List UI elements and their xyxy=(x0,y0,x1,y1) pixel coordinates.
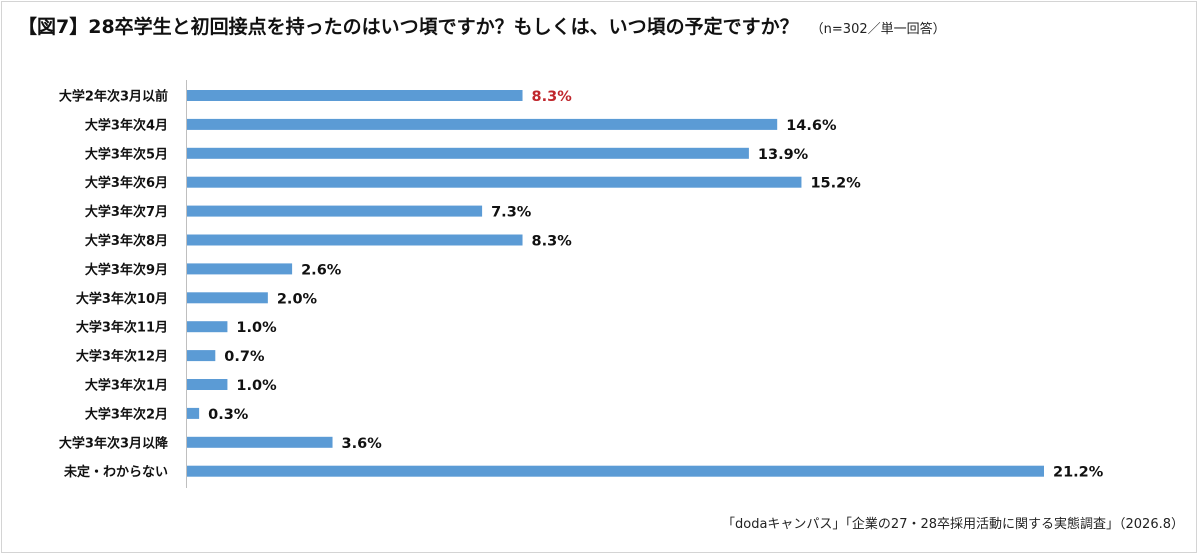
data-label: 8.3% xyxy=(532,234,573,250)
bar xyxy=(187,407,200,419)
category-label: 大学3年次2月 xyxy=(85,406,168,422)
data-label: 0.3% xyxy=(208,407,249,423)
bars-group: 大学2年次3月以前 8.3% 大学3年次4月 14.6% 大学3年次5月 13.9% 大学3… xyxy=(59,89,1104,481)
bar xyxy=(187,205,483,217)
data-label: 2.6% xyxy=(301,262,342,278)
data-label: 1.0% xyxy=(236,378,277,394)
category-label: 大学3年次10月 xyxy=(76,291,168,307)
bar xyxy=(187,379,228,390)
bar xyxy=(187,465,1044,477)
category-label: 大学3年次1月 xyxy=(85,378,168,394)
data-label: 0.7% xyxy=(224,349,265,365)
bar xyxy=(187,90,523,101)
category-label: 大学3年次7月 xyxy=(85,204,168,220)
title-text: 【図7】28卒学生と初回接点を持ったのはいつ頃ですか？もしくは、いつ頃の予定です… xyxy=(18,16,799,38)
data-label: 15.2% xyxy=(810,176,861,192)
category-label: 大学3年次12月 xyxy=(76,349,168,365)
source-note: 「dodaキャンパス」「企業の27・28卒採用活動に関する実態調査」（2026.… xyxy=(722,517,1184,532)
data-label: 3.6% xyxy=(342,436,383,452)
data-label: 1.0% xyxy=(236,320,277,336)
bar xyxy=(187,263,293,275)
bar xyxy=(187,292,268,304)
category-label: 大学3年次4月 xyxy=(85,117,168,133)
bar xyxy=(187,350,216,362)
sample-note: （n=302／単一回答） xyxy=(810,22,946,37)
category-label: 大学3年次3月以降 xyxy=(59,435,169,451)
bar xyxy=(187,436,333,448)
data-label: 7.3% xyxy=(491,205,532,221)
category-label: 大学2年次3月以前 xyxy=(59,89,168,105)
category-label: 大学3年次8月 xyxy=(85,233,168,249)
category-label: 大学3年次6月 xyxy=(85,175,168,191)
data-label: 13.9% xyxy=(758,147,809,163)
bar xyxy=(187,147,749,159)
bar xyxy=(187,321,228,333)
chart-title: 【図7】28卒学生と初回接点を持ったのはいつ頃ですか？もしくは、いつ頃の予定です… xyxy=(18,12,946,39)
bar xyxy=(187,118,778,130)
data-label: 8.3% xyxy=(532,89,573,105)
bar xyxy=(187,234,523,246)
category-label: 大学3年次11月 xyxy=(76,320,168,336)
category-label: 大学3年次5月 xyxy=(85,146,168,162)
data-label: 21.2% xyxy=(1053,465,1104,481)
category-label: 大学3年次9月 xyxy=(85,262,168,278)
data-label: 14.6% xyxy=(786,118,837,134)
data-label: 2.0% xyxy=(277,291,318,307)
bar xyxy=(187,176,802,188)
category-label: 未定・わからない xyxy=(63,464,168,480)
